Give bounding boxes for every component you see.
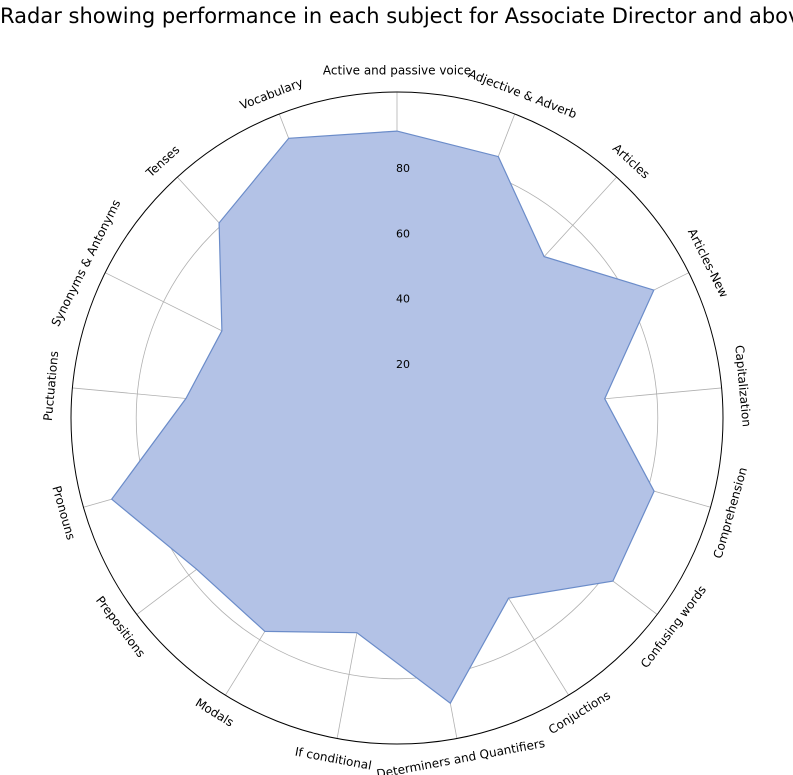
r-tick-label: 20 (396, 358, 410, 371)
category-label: Tenses (143, 143, 183, 181)
series-area (110, 130, 655, 705)
category-label: Active and passive voice (323, 64, 471, 78)
chart-title: Radar showing performance in each subjec… (0, 4, 793, 28)
r-tick-label: 80 (396, 162, 410, 175)
category-label: Synonyms & Antonyms (48, 197, 123, 328)
category-label: Articles-New (685, 226, 731, 300)
category-label: Puctuations (41, 350, 61, 421)
category-label: Pronouns (49, 484, 78, 541)
r-tick-label: 60 (396, 227, 410, 240)
category-label: Conjuctions (546, 688, 613, 737)
outer-ring (70, 91, 724, 745)
category-label: Determiners and Quantifiers (375, 736, 546, 775)
category-label: Confusing words (638, 583, 709, 671)
radar-series (110, 130, 655, 705)
r-tick-label: 40 (396, 293, 410, 306)
category-label: Comprehension (711, 466, 750, 560)
radial-tick-labels: 20 40 60 80 (396, 162, 410, 371)
category-label: If conditional (294, 745, 373, 773)
category-label: Capitalization (732, 344, 754, 427)
category-label: Modals (193, 695, 236, 729)
category-label: Articles (610, 141, 652, 182)
category-label: Vocabulary (238, 75, 305, 112)
category-label: Adjective & Adverb (466, 67, 578, 122)
category-label: Prepositions (93, 594, 148, 661)
